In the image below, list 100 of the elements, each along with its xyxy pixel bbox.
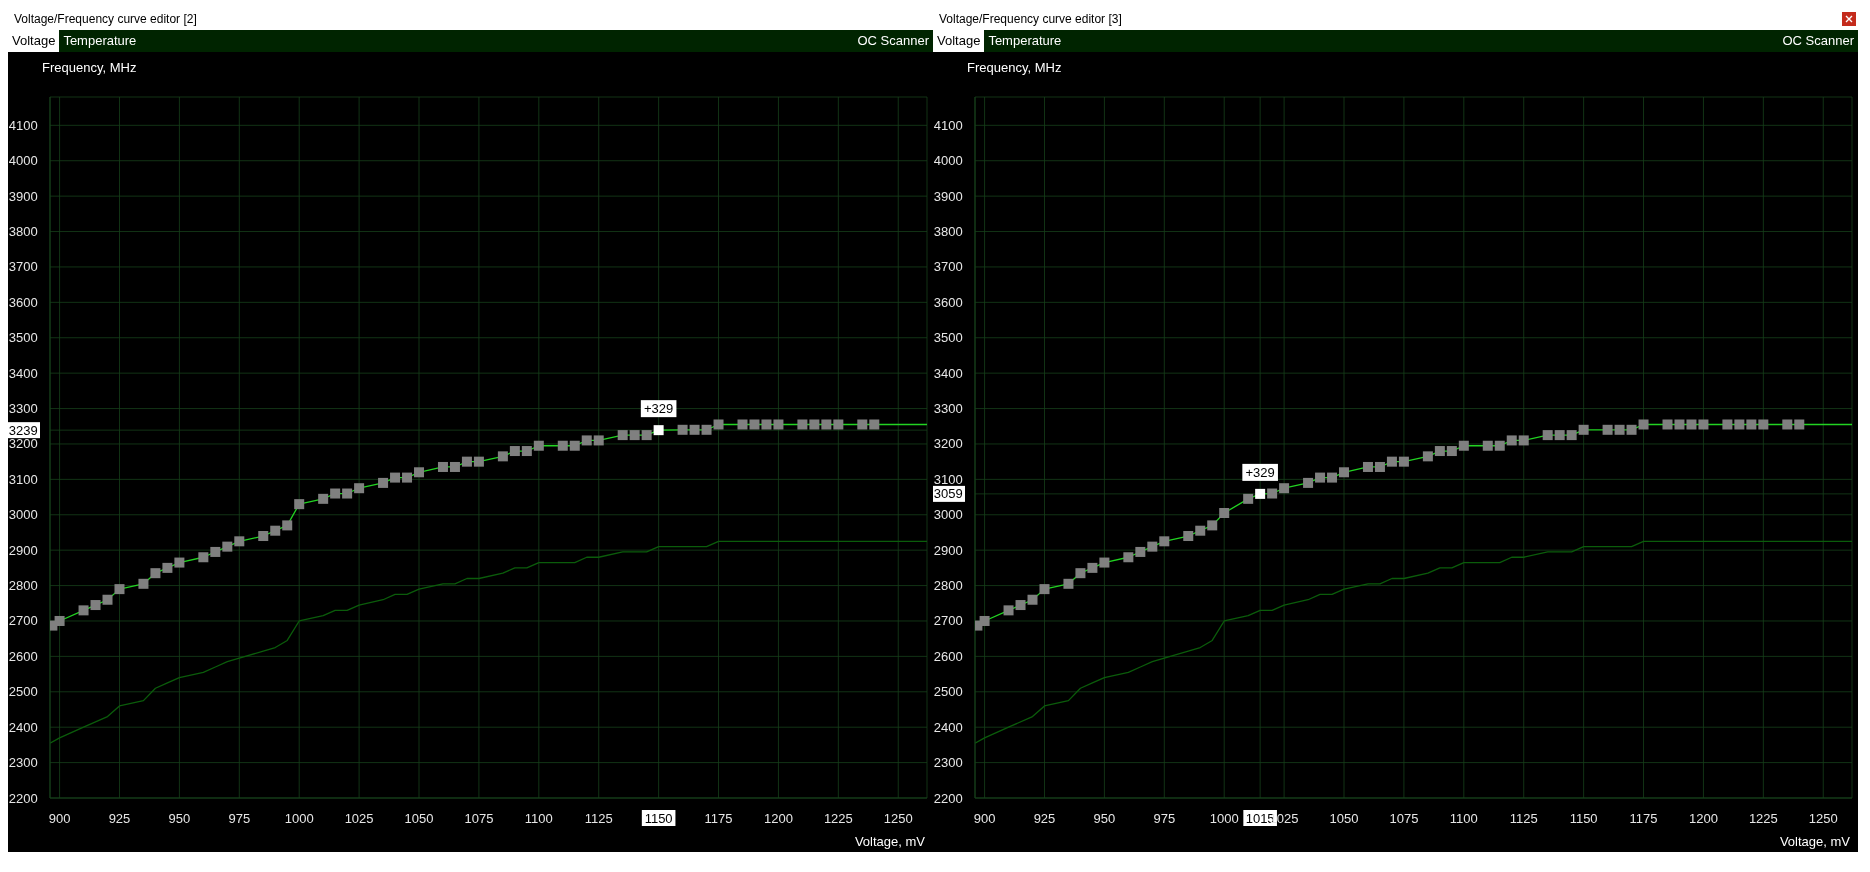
point bbox=[1386, 456, 1397, 467]
y-tick-label: 3059 bbox=[933, 486, 963, 502]
point bbox=[509, 446, 520, 457]
point bbox=[1195, 525, 1206, 536]
y-tick-label: 3600 bbox=[933, 294, 963, 310]
point bbox=[1686, 419, 1697, 430]
point bbox=[869, 419, 880, 430]
point bbox=[1626, 424, 1637, 435]
point bbox=[1027, 594, 1038, 605]
point bbox=[90, 600, 101, 611]
x-tick-label: 1000 bbox=[1209, 810, 1239, 826]
point bbox=[78, 605, 89, 616]
text: Temperature bbox=[62, 32, 138, 50]
y-tick-label: 3800 bbox=[933, 224, 963, 240]
point bbox=[629, 430, 640, 441]
point bbox=[1734, 419, 1745, 430]
annotation: +329 bbox=[1245, 464, 1275, 480]
y-tick-label: 4000 bbox=[8, 153, 38, 169]
y-tick-label: 3500 bbox=[933, 330, 963, 346]
y-tick-label: 2200 bbox=[933, 790, 963, 806]
point bbox=[1075, 568, 1086, 579]
y-tick-label: 2700 bbox=[8, 613, 38, 629]
y-tick-label: 3500 bbox=[8, 330, 38, 346]
y-tick-label: 2600 bbox=[933, 648, 963, 664]
point bbox=[258, 531, 269, 542]
point bbox=[821, 419, 832, 430]
y-tick-label: 3800 bbox=[8, 224, 38, 240]
x-tick-label: 1100 bbox=[1449, 810, 1478, 826]
point bbox=[282, 520, 293, 531]
point bbox=[1255, 488, 1266, 499]
x-axis-title: Voltage, mV bbox=[1779, 834, 1851, 849]
point bbox=[270, 525, 281, 536]
x-tick-label: 1075 bbox=[464, 810, 494, 826]
y-tick-label: 3600 bbox=[8, 294, 38, 310]
point bbox=[402, 472, 413, 483]
point bbox=[593, 435, 604, 446]
x-tick-label: 975 bbox=[1153, 810, 1176, 826]
y-tick-label: 3000 bbox=[933, 507, 963, 523]
x-tick-label: 1075 bbox=[1389, 810, 1419, 826]
point bbox=[1422, 451, 1433, 462]
point bbox=[1398, 456, 1409, 467]
text: OC Scanner bbox=[1781, 32, 1855, 50]
y-tick-label: 3900 bbox=[933, 188, 963, 204]
point bbox=[1327, 472, 1338, 483]
point bbox=[342, 488, 353, 499]
point bbox=[557, 440, 568, 451]
point bbox=[1183, 531, 1194, 542]
point bbox=[1578, 424, 1589, 435]
y-tick-label: 3400 bbox=[8, 365, 38, 381]
point bbox=[809, 419, 820, 430]
point bbox=[521, 446, 532, 457]
point bbox=[1554, 430, 1565, 441]
line-series bbox=[50, 540, 927, 744]
point bbox=[1279, 483, 1290, 494]
point bbox=[1267, 488, 1278, 499]
point bbox=[1782, 419, 1793, 430]
point bbox=[1614, 424, 1625, 435]
point bbox=[330, 488, 341, 499]
point bbox=[569, 440, 580, 451]
point bbox=[234, 536, 245, 547]
y-tick-label: 3300 bbox=[933, 401, 963, 417]
x-tick-label: 1200 bbox=[763, 810, 793, 826]
y-tick-label: 3000 bbox=[8, 507, 38, 523]
point bbox=[174, 557, 185, 568]
x-tick-label: 1000 bbox=[284, 810, 314, 826]
annotation: +329 bbox=[643, 401, 674, 417]
point bbox=[318, 493, 329, 504]
point bbox=[689, 424, 700, 435]
text: Voltage bbox=[933, 30, 985, 52]
point bbox=[1219, 508, 1230, 518]
point bbox=[222, 541, 233, 552]
point bbox=[114, 584, 125, 595]
y-tick-label: 2300 bbox=[8, 755, 38, 771]
y-tick-label: 2300 bbox=[933, 755, 963, 771]
text: OC Scanner bbox=[856, 32, 930, 50]
point bbox=[1303, 477, 1314, 488]
point bbox=[1374, 461, 1385, 472]
y-tick-label: 3200 bbox=[8, 436, 38, 452]
point bbox=[713, 419, 724, 430]
point bbox=[1482, 440, 1493, 451]
point bbox=[1542, 430, 1553, 441]
point bbox=[54, 615, 65, 626]
point bbox=[1434, 446, 1445, 457]
y-tick-label: 4100 bbox=[933, 117, 963, 133]
point bbox=[1674, 419, 1685, 430]
point bbox=[1758, 419, 1769, 430]
point bbox=[761, 419, 772, 430]
point bbox=[461, 456, 472, 467]
y-tick-label: 2800 bbox=[933, 578, 963, 594]
y-tick-label: 2400 bbox=[933, 719, 963, 735]
point bbox=[1698, 419, 1709, 430]
point bbox=[1566, 430, 1577, 441]
y-tick-label: 2200 bbox=[8, 790, 38, 806]
point bbox=[1015, 600, 1026, 611]
point bbox=[210, 546, 221, 557]
text: Temperature bbox=[987, 32, 1063, 50]
point bbox=[857, 419, 868, 430]
point bbox=[1362, 461, 1373, 472]
point bbox=[1207, 520, 1218, 531]
x-tick-label: 1175 bbox=[1629, 810, 1658, 826]
